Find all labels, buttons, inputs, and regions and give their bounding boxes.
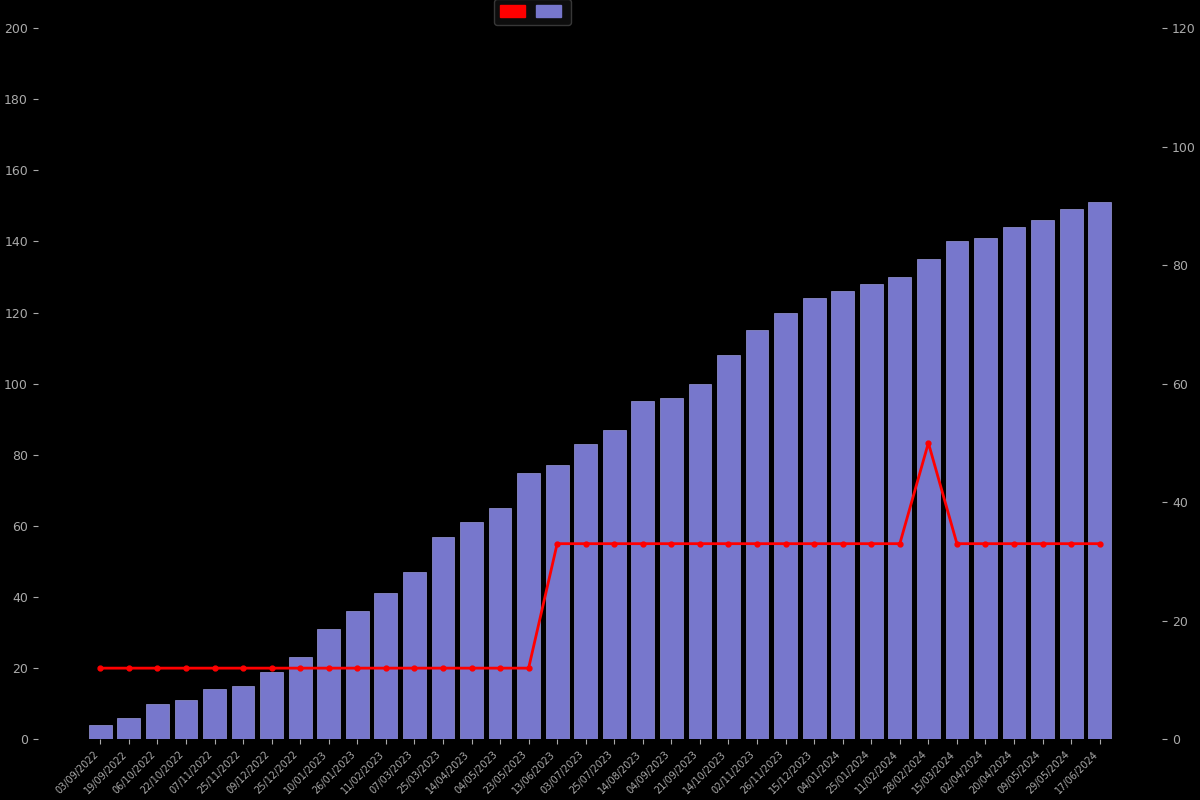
Bar xyxy=(118,718,140,739)
Bar xyxy=(803,298,826,739)
Bar xyxy=(203,690,226,739)
Bar xyxy=(546,466,569,739)
Bar xyxy=(1031,220,1054,739)
Bar xyxy=(1088,202,1111,739)
Bar xyxy=(89,725,112,739)
Bar xyxy=(832,291,854,739)
Bar xyxy=(174,700,197,739)
Bar xyxy=(1003,227,1026,739)
Legend: , : , xyxy=(494,0,571,25)
Bar xyxy=(346,611,368,739)
Bar xyxy=(602,430,625,739)
Bar xyxy=(289,658,312,739)
Bar xyxy=(917,259,940,739)
Bar xyxy=(1060,210,1082,739)
Bar xyxy=(689,384,712,739)
Bar xyxy=(575,444,598,739)
Bar xyxy=(517,473,540,739)
Bar xyxy=(718,355,740,739)
Bar xyxy=(374,594,397,739)
Bar xyxy=(745,330,768,739)
Bar xyxy=(860,284,883,739)
Bar xyxy=(488,508,511,739)
Bar xyxy=(631,402,654,739)
Bar xyxy=(317,629,340,739)
Bar xyxy=(660,398,683,739)
Bar xyxy=(260,672,283,739)
Bar xyxy=(432,537,455,739)
Bar xyxy=(974,238,997,739)
Bar xyxy=(232,686,254,739)
Bar xyxy=(946,242,968,739)
Bar xyxy=(146,704,169,739)
Bar xyxy=(403,572,426,739)
Bar xyxy=(888,277,911,739)
Bar xyxy=(460,522,482,739)
Bar xyxy=(774,313,797,739)
